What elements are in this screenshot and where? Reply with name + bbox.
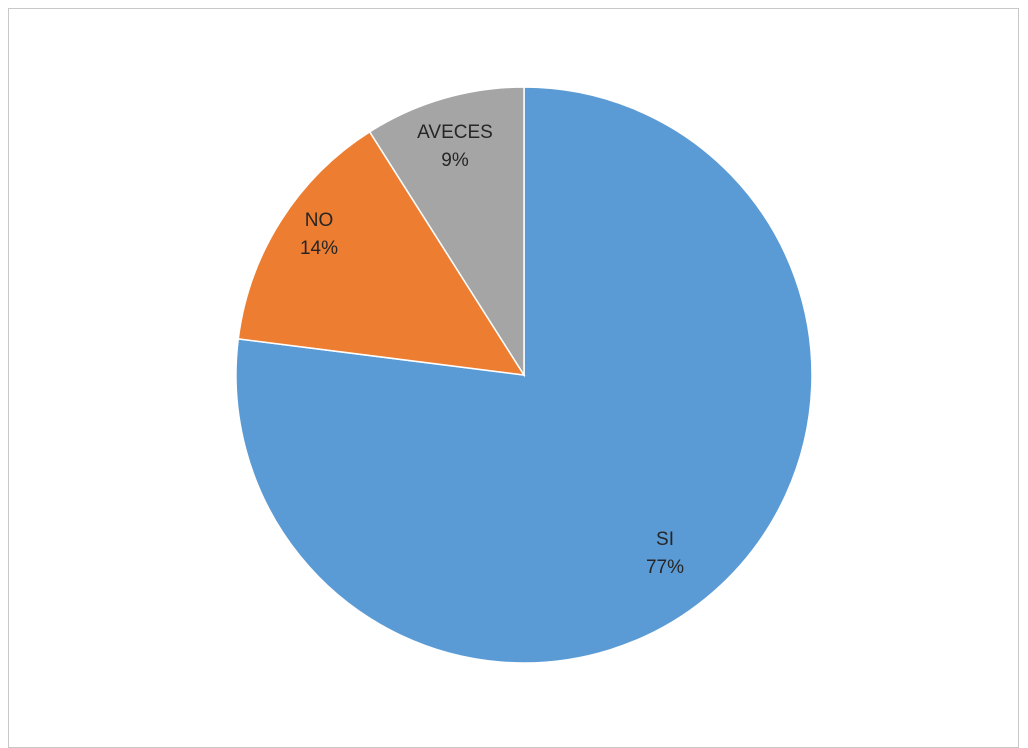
slice-label-aveces: AVECES xyxy=(417,122,493,143)
slice-label-si: SI xyxy=(656,529,674,550)
pie-slices xyxy=(235,86,813,664)
pie-slice-aveces xyxy=(368,86,525,378)
pie-slice-no xyxy=(237,130,526,376)
slice-value-aveces: 9% xyxy=(441,150,469,171)
slice-value-no: 14% xyxy=(300,238,338,259)
pie-labels: SI 77% NO 14% AVECES 9% xyxy=(300,122,684,578)
pie-chart: SI 77% NO 14% AVECES 9% xyxy=(235,86,813,664)
slice-value-si: 77% xyxy=(646,557,684,578)
slice-label-no: NO xyxy=(305,210,334,231)
